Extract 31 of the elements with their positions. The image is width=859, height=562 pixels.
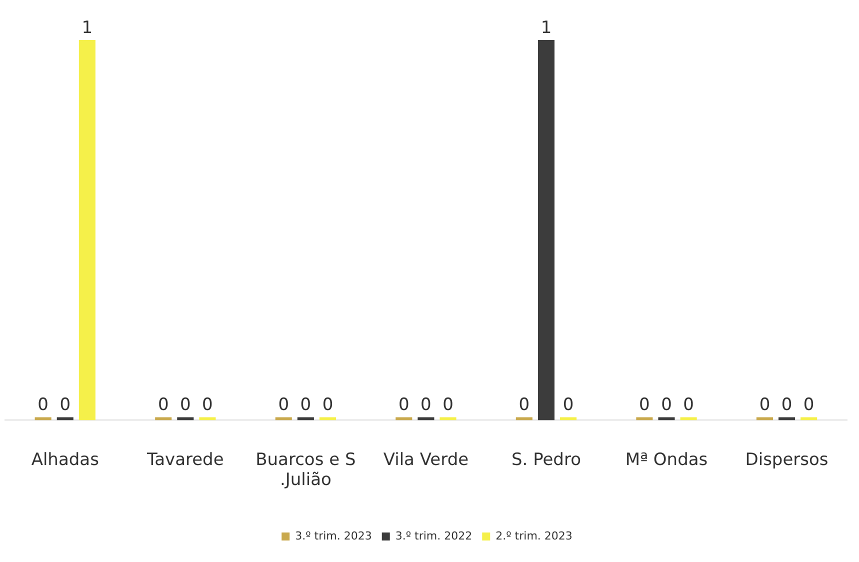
- x-tick-label: S. Pedro: [511, 450, 581, 470]
- legend-label: 3.º trim. 2022: [395, 529, 472, 542]
- legend-label: 2.º trim. 2023: [496, 529, 572, 542]
- data-label: 0: [683, 395, 694, 416]
- data-label: 0: [398, 395, 410, 416]
- data-label: 0: [661, 395, 672, 416]
- data-label: 0: [38, 395, 48, 416]
- data-label: 0: [202, 395, 213, 416]
- legend-label: 3.º trim. 2023: [295, 529, 372, 542]
- x-tick-label: Buarcos e S.Julião: [256, 450, 356, 490]
- data-label: 0: [420, 395, 432, 416]
- x-tick-label: Mª Ondas: [625, 450, 708, 470]
- data-label: 0: [158, 395, 169, 416]
- data-label: 0: [60, 395, 71, 416]
- data-label: 1: [82, 18, 93, 38]
- data-label: 0: [180, 395, 191, 416]
- data-label: 0: [759, 395, 770, 416]
- data-label: 0: [803, 395, 814, 416]
- data-label: 0: [639, 395, 650, 416]
- data-label: 0: [562, 395, 574, 416]
- data-label: 0: [322, 395, 334, 416]
- data-label: 1: [540, 18, 552, 38]
- data-label: 0: [442, 395, 454, 416]
- x-tick-label: Dispersos: [745, 450, 828, 470]
- data-label: 0: [518, 395, 530, 416]
- x-tick-label: Tavarede: [146, 450, 224, 470]
- x-tick-label: Vila Verde: [383, 450, 469, 470]
- data-label: 0: [278, 395, 290, 416]
- x-tick-label: Alhadas: [31, 450, 100, 470]
- data-label: 0: [781, 395, 792, 416]
- data-label: 0: [300, 395, 312, 416]
